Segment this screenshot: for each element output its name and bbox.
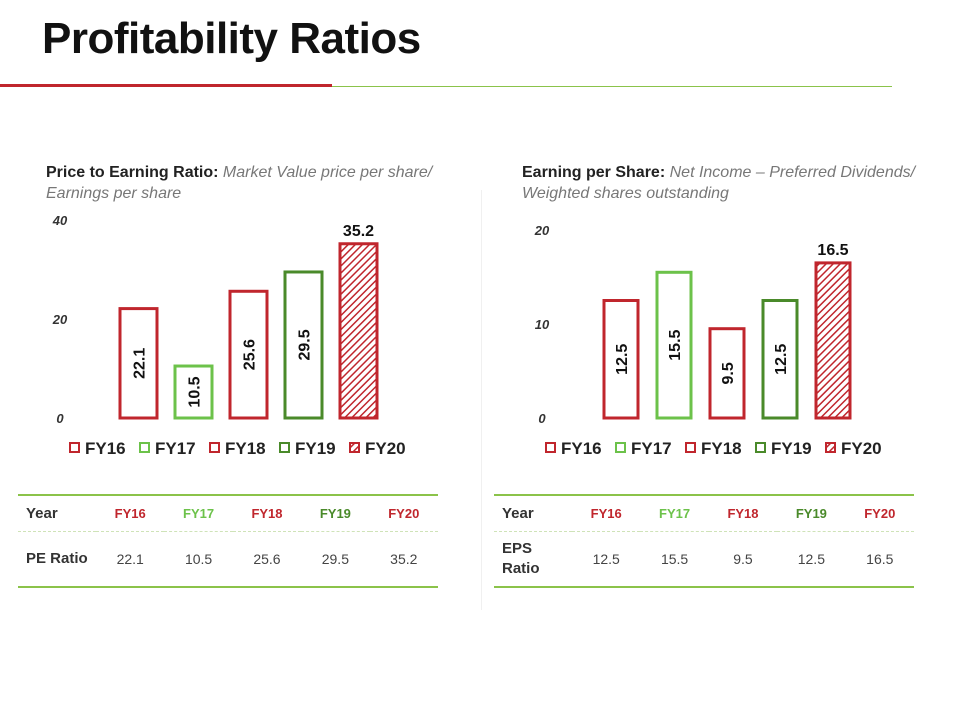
eps-description: Earning per Share: Net Income – Preferre… [522,162,927,204]
pe-year-fy18: FY18 [232,494,302,532]
eps-legend-swatch-fy18 [685,442,696,453]
pe-legend-swatch-fy20 [349,442,360,453]
pe-table: Year FY16 FY17 FY18 FY19 FY20 PE Ratio 2… [18,494,438,588]
eps-data-label-fy17: 15.5 [667,329,684,360]
pe-value-fy17: 10.5 [164,531,233,588]
pe-bar-fy18 [228,289,269,420]
pe-data-label-fy17: 10.5 [187,376,204,407]
panel-divider [481,190,482,610]
pe-legend-label-fy17: FY17 [155,439,196,458]
page-title: Profitability Ratios [42,14,421,63]
pe-row-label: PE Ratio [18,531,96,588]
pe-legend-swatch-fy19 [279,442,290,453]
pe-data-label-fy16: 22.1 [132,348,149,379]
pe-bar-fy16 [118,307,159,420]
eps-ytick-label: 20 [534,223,550,238]
eps-data-label-fy16: 12.5 [614,344,631,375]
eps-row-label: EPS Ratio [494,531,572,588]
pe-data-label-fy20: 35.2 [343,223,374,240]
eps-data-label-fy19: 12.5 [773,344,790,375]
pe-year-label: Year [18,494,96,532]
pe-data-label-fy18: 25.6 [242,339,259,370]
pe-legend-swatch-fy17 [139,442,150,453]
pe-ytick-label: 0 [56,411,64,426]
eps-bar-fy19 [761,299,799,420]
eps-data-label-fy20: 16.5 [817,242,848,259]
pe-value-fy16: 22.1 [96,531,165,588]
eps-year-fy20: FY20 [845,494,914,532]
eps-ytick-label: 10 [535,317,550,332]
pe-description: Price to Earning Ratio: Market Value pri… [46,162,451,204]
pe-year-fy16: FY16 [96,494,165,532]
pe-ytick-label: 40 [52,213,68,228]
eps-bar-fy16 [602,299,640,420]
eps-legend-swatch-fy19 [755,442,766,453]
pe-bar-fy20 [338,242,379,420]
eps-value-fy18: 9.5 [708,531,778,588]
eps-legend-label-fy17: FY17 [631,439,672,458]
pe-year-fy19: FY19 [301,494,370,532]
pe-legend-label-fy19: FY19 [295,439,336,458]
eps-year-fy19: FY19 [777,494,846,532]
eps-bar-fy17 [655,270,693,420]
eps-legend-swatch-fy16 [545,442,556,453]
eps-legend-swatch-fy17 [615,442,626,453]
eps-table-value-row: EPS Ratio 12.5 15.5 9.5 12.5 16.5 [494,531,914,588]
pe-legend-label-fy18: FY18 [225,439,266,458]
pe-value-fy19: 29.5 [301,531,370,588]
eps-year-label: Year [494,494,572,532]
eps-year-fy18: FY18 [708,494,778,532]
eps-legend-label-fy16: FY16 [561,439,602,458]
eps-value-fy17: 15.5 [640,531,709,588]
title-rule-green [332,86,892,87]
eps-data-label-fy18: 9.5 [720,362,737,384]
pe-heading: Price to Earning Ratio: [46,164,219,181]
eps-bar-fy18 [708,327,746,420]
eps-legend: FY16 FY17 FY18 FY19 FY20 [545,439,882,458]
pe-ytick-label: 20 [52,312,68,327]
pe-legend-label-fy20: FY20 [365,439,406,458]
eps-value-fy16: 12.5 [572,531,641,588]
pe-panel: Price to Earning Ratio: Market Value pri… [18,160,458,600]
eps-legend-swatch-fy20 [825,442,836,453]
pe-table-header-row: Year FY16 FY17 FY18 FY19 FY20 [18,494,438,532]
pe-table-value-row: PE Ratio 22.1 10.5 25.6 29.5 35.2 [18,531,438,588]
pe-year-fy17: FY17 [164,494,233,532]
eps-legend-label-fy19: FY19 [771,439,812,458]
pe-legend: FY16 FY17 FY18 FY19 FY20 [69,439,406,458]
pe-formula: Market Value price per share/ Earnings p… [46,164,433,202]
pe-bar-fy17 [173,364,214,420]
eps-table-header-row: Year FY16 FY17 FY18 FY19 FY20 [494,494,914,532]
pe-legend-swatch-fy16 [69,442,80,453]
pe-value-fy20: 35.2 [369,531,438,588]
eps-panel: Earning per Share: Net Income – Preferre… [494,160,934,600]
eps-legend-label-fy20: FY20 [841,439,882,458]
eps-bar-fy20 [814,261,852,420]
pe-legend-label-fy16: FY16 [85,439,126,458]
eps-table: Year FY16 FY17 FY18 FY19 FY20 EPS Ratio … [494,494,914,588]
eps-value-fy20: 16.5 [845,531,914,588]
eps-formula: Net Income – Preferred Dividends/ Weight… [522,164,916,202]
eps-legend-label-fy18: FY18 [701,439,742,458]
eps-year-fy17: FY17 [640,494,709,532]
eps-chart: 0 10 20 12.5 15.5 9.5 12.5 16.5 FY16 FY17 FY18 FY19… [534,223,882,458]
pe-year-fy20: FY20 [369,494,438,532]
eps-value-fy19: 12.5 [777,531,846,588]
pe-data-label-fy19: 29.5 [297,329,314,360]
pe-legend-swatch-fy18 [209,442,220,453]
eps-year-fy16: FY16 [572,494,641,532]
pe-bar-fy19 [283,270,324,420]
eps-heading: Earning per Share: [522,164,666,181]
eps-ytick-label: 0 [538,411,546,426]
pe-value-fy18: 25.6 [232,531,302,588]
title-rule-red [0,84,332,87]
